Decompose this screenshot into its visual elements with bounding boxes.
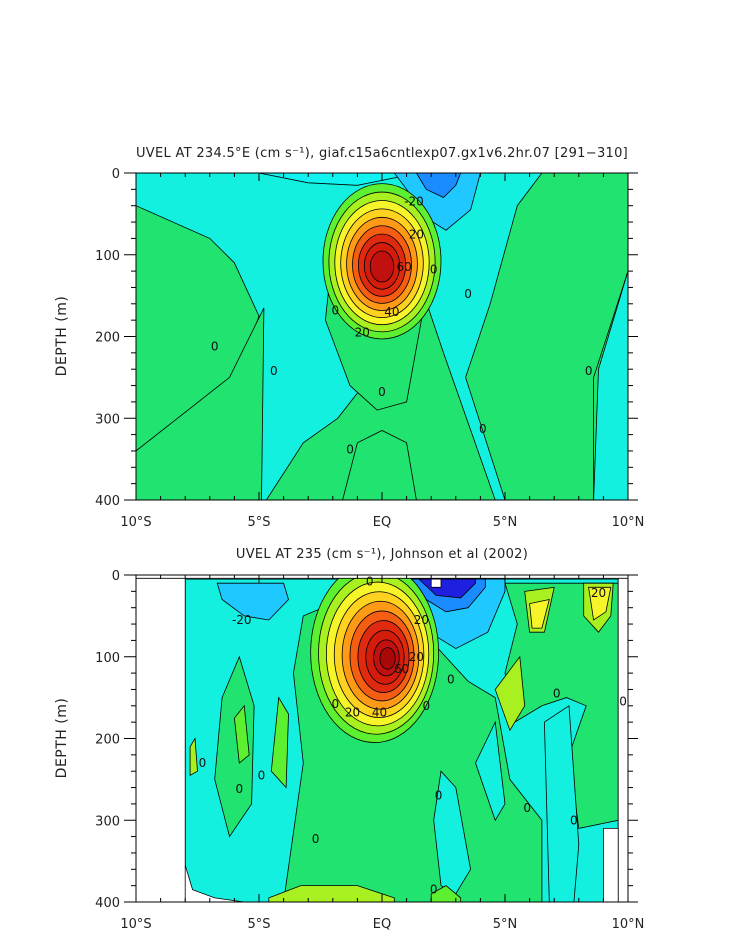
contour-label: 20 xyxy=(409,227,424,241)
contour-label: -20 xyxy=(404,195,424,209)
contour-label: 60 xyxy=(394,662,409,676)
contour-label: 0 xyxy=(435,789,443,803)
contour-label: 20 xyxy=(345,705,360,719)
x-tick-label: EQ xyxy=(373,515,391,530)
region-nodata-bottomright xyxy=(603,828,619,902)
contour-label: 0 xyxy=(312,832,320,846)
region-yellow-right xyxy=(588,586,612,621)
contour-label: 20 xyxy=(591,586,606,600)
x-tick-label: 5°N xyxy=(493,515,518,530)
x-tick-label: 5°N xyxy=(493,917,518,932)
region-missing-cell xyxy=(430,578,442,588)
contour-label: 0 xyxy=(211,339,219,353)
panel-observed-title: UVEL AT 235 (cm s⁻¹), Johnson et al (200… xyxy=(236,547,528,562)
region-yellow-right2 xyxy=(529,598,550,629)
contour-label: 60 xyxy=(396,260,411,274)
region-blue-left xyxy=(216,582,289,621)
contour-label: 0 xyxy=(447,673,455,687)
contour-label: 0 xyxy=(199,756,207,770)
contour-label: 0 xyxy=(523,801,531,815)
contour-label: 40 xyxy=(372,705,387,719)
x-tick-label: 10°S xyxy=(120,515,151,530)
region-lightgreen-mid xyxy=(270,696,289,789)
panel-model-title: UVEL AT 234.5°E (cm s⁻¹), giaf.c15a6cntl… xyxy=(136,146,628,161)
contour-label: 0 xyxy=(430,883,438,897)
contour-label: 0 xyxy=(422,699,430,713)
contour-label: 0 xyxy=(331,303,339,317)
contour-label: 0 xyxy=(270,364,278,378)
x-tick-label: 5°S xyxy=(247,917,270,932)
contour-label: 0 xyxy=(378,385,386,399)
panel-observed-plot-area xyxy=(136,575,628,902)
contour-label: 0 xyxy=(553,687,561,701)
region-nodata-left xyxy=(136,575,186,902)
obs-core-ring-9 xyxy=(379,647,396,670)
panel-model-contour-labels: -20 20 60 40 20 0 0 0 0 0 0 0 0 0 xyxy=(211,195,593,457)
y-tick-label: 400 xyxy=(95,494,120,509)
y-tick-label: 200 xyxy=(95,733,120,748)
region-green-bottom xyxy=(342,430,417,500)
region-cyan-lower-right xyxy=(475,720,506,822)
panel-observed-ylabel: DEPTH (m) xyxy=(54,698,70,779)
contour-label: 0 xyxy=(430,262,438,276)
contour-label: 0 xyxy=(479,422,487,436)
region-nodata-right xyxy=(617,575,628,902)
contour-label: 20 xyxy=(414,613,429,627)
region-yellowgreen-mid xyxy=(494,655,526,732)
x-tick-label: 10°N xyxy=(612,515,645,530)
y-tick-label: 100 xyxy=(95,249,120,264)
region-lightblue-surface xyxy=(258,173,419,186)
x-tick-label: 10°N xyxy=(612,917,645,932)
contour-label: 20 xyxy=(409,650,424,664)
contour-label: 0 xyxy=(258,768,266,782)
x-tick-label: 5°S xyxy=(247,515,270,530)
region-green-right xyxy=(465,173,628,500)
contour-label: 0 xyxy=(464,287,472,301)
contour-label: 0 xyxy=(585,364,593,378)
y-tick-label: 300 xyxy=(95,412,120,427)
y-tick-label: 200 xyxy=(95,331,120,346)
y-tick-label: 400 xyxy=(95,896,120,911)
contour-label: 0 xyxy=(619,695,627,709)
region-cyan-right-strip xyxy=(543,705,580,902)
region-green-left xyxy=(136,307,265,500)
region-blue-core xyxy=(415,173,462,198)
panel-model: UVEL AT 234.5°E (cm s⁻¹), giaf.c15a6cntl… xyxy=(54,146,644,530)
region-cyan-lower-mid xyxy=(433,770,472,895)
contour-label: 20 xyxy=(355,325,370,339)
region-yellowgreen-edge xyxy=(189,737,198,776)
panel-model-plot-area xyxy=(136,173,628,500)
x-tick-label: 10°S xyxy=(120,917,151,932)
y-tick-label: 100 xyxy=(95,651,120,666)
contour-label: 0 xyxy=(570,813,578,827)
y-tick-label: 0 xyxy=(112,569,120,584)
contour-label: 0 xyxy=(346,442,354,456)
region-cyan-right-edge xyxy=(593,173,628,500)
contour-label: 0 xyxy=(331,697,339,711)
region-lightgreen-left xyxy=(233,704,250,764)
panel-observed: UVEL AT 235 (cm s⁻¹), Johnson et al (200… xyxy=(54,547,644,932)
x-tick-label: EQ xyxy=(373,917,391,932)
contour-label: 40 xyxy=(384,305,399,319)
model-core-ring-8 xyxy=(369,250,395,283)
contour-label: -20 xyxy=(232,613,252,627)
region-blue-westward xyxy=(393,173,481,231)
panel-model-ylabel: DEPTH (m) xyxy=(54,296,70,377)
panel-model-contour-field xyxy=(136,173,628,500)
region-yellowgreen-bottom xyxy=(268,885,395,902)
contour-label: 0 xyxy=(235,782,243,796)
contour-label: 0 xyxy=(366,575,374,589)
y-tick-label: 0 xyxy=(112,167,120,182)
y-tick-label: 300 xyxy=(95,814,120,829)
region-green-left-strip xyxy=(214,655,255,838)
panel-observed-contour-field xyxy=(136,575,628,902)
